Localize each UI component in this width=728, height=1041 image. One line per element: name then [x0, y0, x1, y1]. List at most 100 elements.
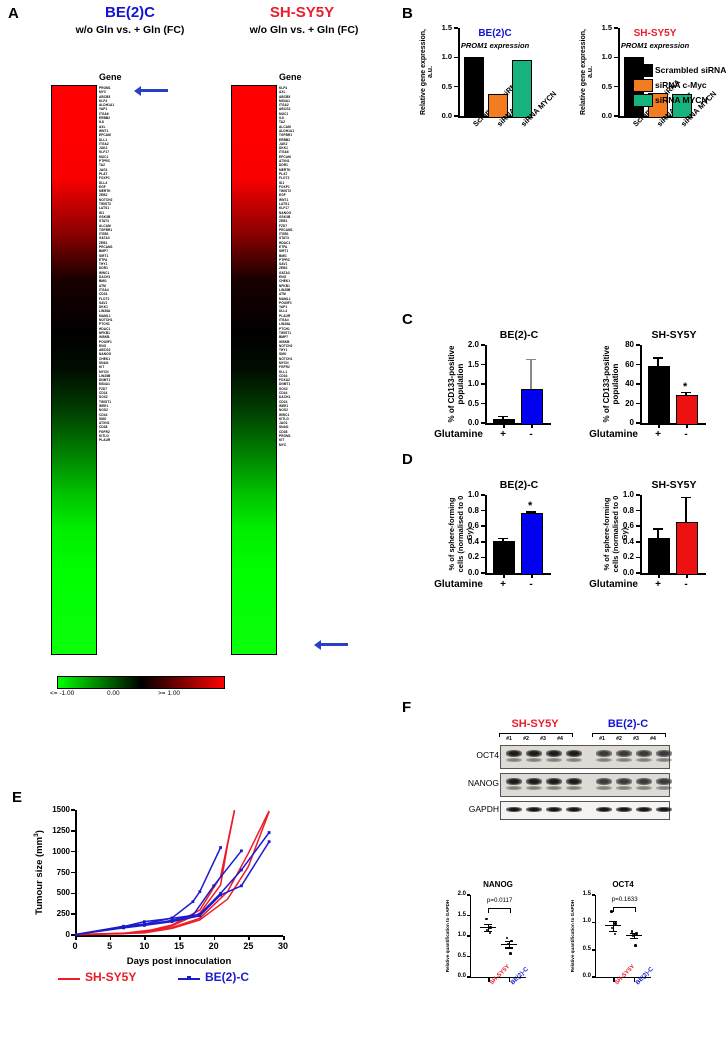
blot-band-secondary [656, 786, 672, 790]
gene-label: ITGA4 [99, 287, 109, 292]
x-axis-label: Glutamine [434, 429, 483, 440]
y-tick [481, 363, 485, 366]
gene-label: ZEB1 [99, 240, 108, 245]
legend-label: siRNA c-Myc [655, 80, 707, 90]
y-tick-label: 0.2 [622, 552, 634, 562]
data-point [609, 910, 613, 913]
gene-label: FLOT2 [279, 176, 290, 181]
gene-label: THY1 [99, 262, 108, 267]
error-bar-cap [498, 415, 508, 418]
gene-label: SOX2 [99, 395, 108, 400]
gene-label: CHEK1 [279, 279, 291, 284]
gene-label: EPCAM [279, 154, 291, 159]
error-bar [657, 357, 659, 367]
x-tick-label: - [529, 429, 533, 440]
y-tick [591, 894, 595, 896]
y-tick [481, 402, 485, 405]
gene-label: SNAI1 [99, 361, 109, 365]
y-tick-label: 1.5 [457, 911, 466, 918]
gene-label: DACH1 [279, 395, 291, 400]
heatmap-bar-left [51, 85, 97, 655]
y-tick [454, 27, 458, 29]
gene-label: DKK1 [279, 146, 288, 151]
bar [512, 59, 532, 118]
chart-container: BE(2)-C 0.0 0.2 0.4 0.6 0.8 1.0% of sphere-for… [434, 479, 631, 693]
x-tick-label: 0 [72, 941, 78, 951]
y-tick [636, 344, 640, 346]
panel-a-right-cellline: SH-SY5Y [269, 4, 335, 21]
gene-label: EGF [279, 193, 286, 198]
chart-title: SH-SY5Y [651, 329, 697, 341]
blot-band [566, 807, 582, 812]
lane-label: #4 [650, 736, 656, 742]
y-tick [481, 509, 485, 512]
gene-label: SOX2 [279, 386, 288, 391]
x-tick-label: + [655, 429, 661, 440]
lane-label: #3 [540, 736, 546, 742]
gene-label: ZEB2 [279, 266, 288, 271]
sem-bar [487, 923, 490, 932]
gene-label: DNMT1 [279, 382, 291, 387]
gene-label: ID1 [279, 180, 285, 185]
panel-f-letter: F [402, 699, 412, 716]
y-tick-label: 0.8 [467, 505, 479, 515]
x-tick [509, 978, 511, 982]
y-axis [640, 345, 642, 423]
gene-label: LATS1 [279, 202, 290, 207]
y-tick-label: 500 [56, 888, 70, 898]
gene-label: KIT [279, 438, 285, 443]
data-point [505, 936, 509, 940]
gene-label: ZEB2 [99, 193, 108, 198]
lane-label: #3 [633, 736, 639, 742]
blot-band-secondary [566, 758, 582, 762]
error-bar-cap [653, 528, 663, 530]
y-axis [458, 28, 460, 116]
x-tick [213, 936, 216, 940]
gene-label: ALCAM [99, 223, 111, 228]
gene-label: ERBB2 [99, 116, 111, 121]
y-tick [481, 572, 485, 574]
y-tick-label: 1.0 [601, 52, 612, 62]
y-tick [636, 383, 640, 385]
gene-label: LIN28A [99, 309, 111, 314]
gene-label: ABCB5 [99, 94, 111, 99]
legend-label: Scrambled siRNA [655, 65, 727, 75]
blot-row-label: GAPDH [468, 803, 499, 814]
x-tick [658, 574, 660, 578]
gene-label: DLL1 [99, 137, 108, 142]
x-tick-label: 25 [243, 941, 254, 951]
x-tick-label: + [500, 429, 506, 440]
x-tick [283, 936, 285, 940]
gene-label: ITGA2 [279, 103, 289, 108]
y-tick [481, 556, 485, 559]
y-tick [591, 948, 595, 951]
lane-bracket [592, 733, 666, 737]
blot-band-secondary [636, 786, 652, 790]
gene-label: IKBKB [99, 335, 110, 340]
gene-label: DKK1 [99, 305, 108, 310]
gene-label: PLAUR [279, 313, 291, 318]
gene-label: ITGA4 [279, 318, 289, 323]
x-axis [595, 977, 651, 979]
p-value-bracket [488, 908, 512, 913]
y-tick [614, 115, 618, 117]
y-tick [614, 56, 618, 59]
blot-band [566, 778, 582, 785]
y-axis [75, 810, 77, 935]
blot-band-secondary [616, 758, 632, 762]
y-tick-label: 0 [65, 930, 70, 939]
gene-label: WNT1 [99, 128, 109, 133]
gene-label: KITLG [279, 416, 289, 421]
heatmap-bar-right [231, 85, 277, 655]
gene-label: AXL [279, 90, 286, 95]
gene-label: PLAUR [99, 438, 111, 443]
blot-band-secondary [636, 758, 652, 762]
blot-band [616, 750, 632, 757]
x-tick-label: 10 [139, 941, 150, 951]
y-tick-label: 0.4 [467, 536, 479, 546]
y-axis [485, 345, 487, 423]
gene-label: TGFBR1 [279, 133, 293, 138]
error-bar [657, 528, 659, 539]
x-tick-label: - [684, 579, 688, 590]
y-tick-label: 750 [56, 867, 70, 877]
